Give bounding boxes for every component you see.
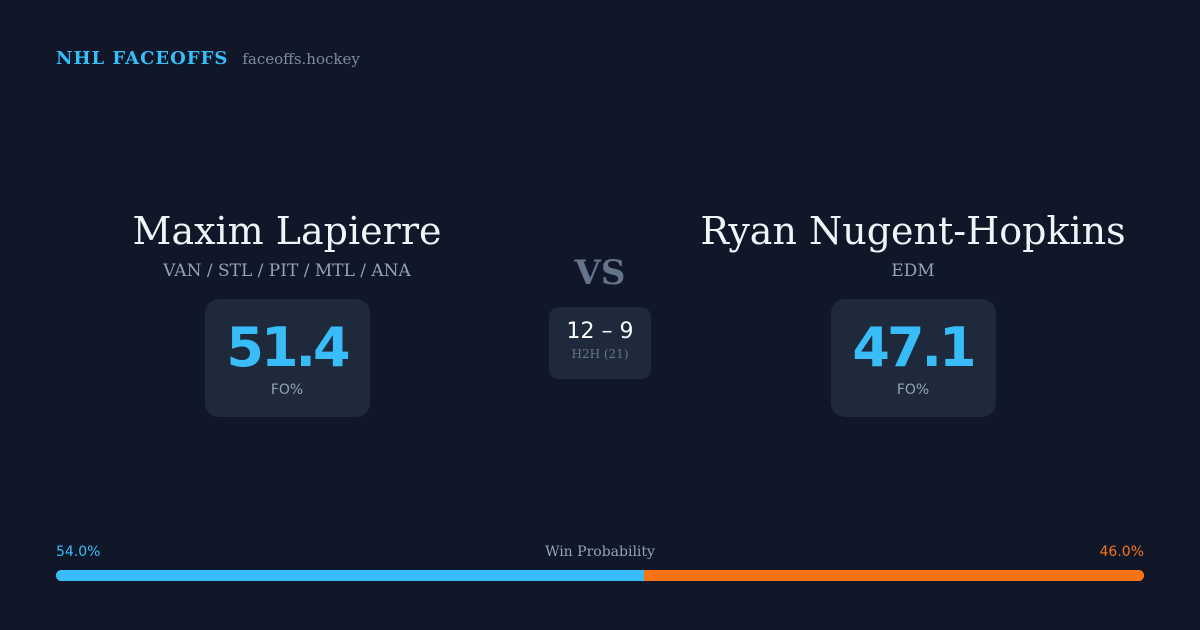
player2-fo-card: 47.1 FO% — [830, 299, 996, 417]
player1-fo-pct: 51.4 — [226, 316, 350, 379]
win-prob-right: 46.0% — [1099, 544, 1144, 560]
brand-name: NHL FACEOFFS — [56, 48, 229, 69]
vs-label: VS — [574, 253, 626, 293]
h2h-card: 12 – 9 H2H (21) — [549, 307, 651, 379]
player1-fo-label: FO% — [270, 382, 304, 398]
player2-fo-label: FO% — [896, 382, 930, 398]
win-prob-bar-player1 — [56, 570, 644, 581]
player2-fo-pct: 47.1 — [852, 316, 976, 379]
win-prob-bar — [56, 570, 1144, 581]
win-prob-bar-player2 — [643, 570, 1144, 581]
player2-name: Ryan Nugent-Hopkins — [700, 209, 1126, 253]
h2h-label: H2H (21) — [571, 347, 629, 361]
player1-teams: VAN / STL / PIT / MTL / ANA — [163, 261, 411, 281]
player1-fo-card: 51.4 FO% — [204, 299, 370, 417]
player1-panel: Maxim Lapierre VAN / STL / PIT / MTL / A… — [37, 205, 537, 417]
brand: NHL FACEOFFS faceoffs.hockey — [56, 48, 360, 69]
player2-panel: Ryan Nugent-Hopkins EDM 47.1 FO% — [663, 205, 1163, 417]
player2-teams: EDM — [891, 261, 935, 281]
win-prob-left: 54.0% — [56, 544, 101, 560]
brand-url: faceoffs.hockey — [242, 50, 360, 68]
win-prob-title: Win Probability — [545, 544, 655, 560]
player1-name: Maxim Lapierre — [132, 209, 442, 253]
h2h-score: 12 – 9 — [566, 319, 634, 344]
